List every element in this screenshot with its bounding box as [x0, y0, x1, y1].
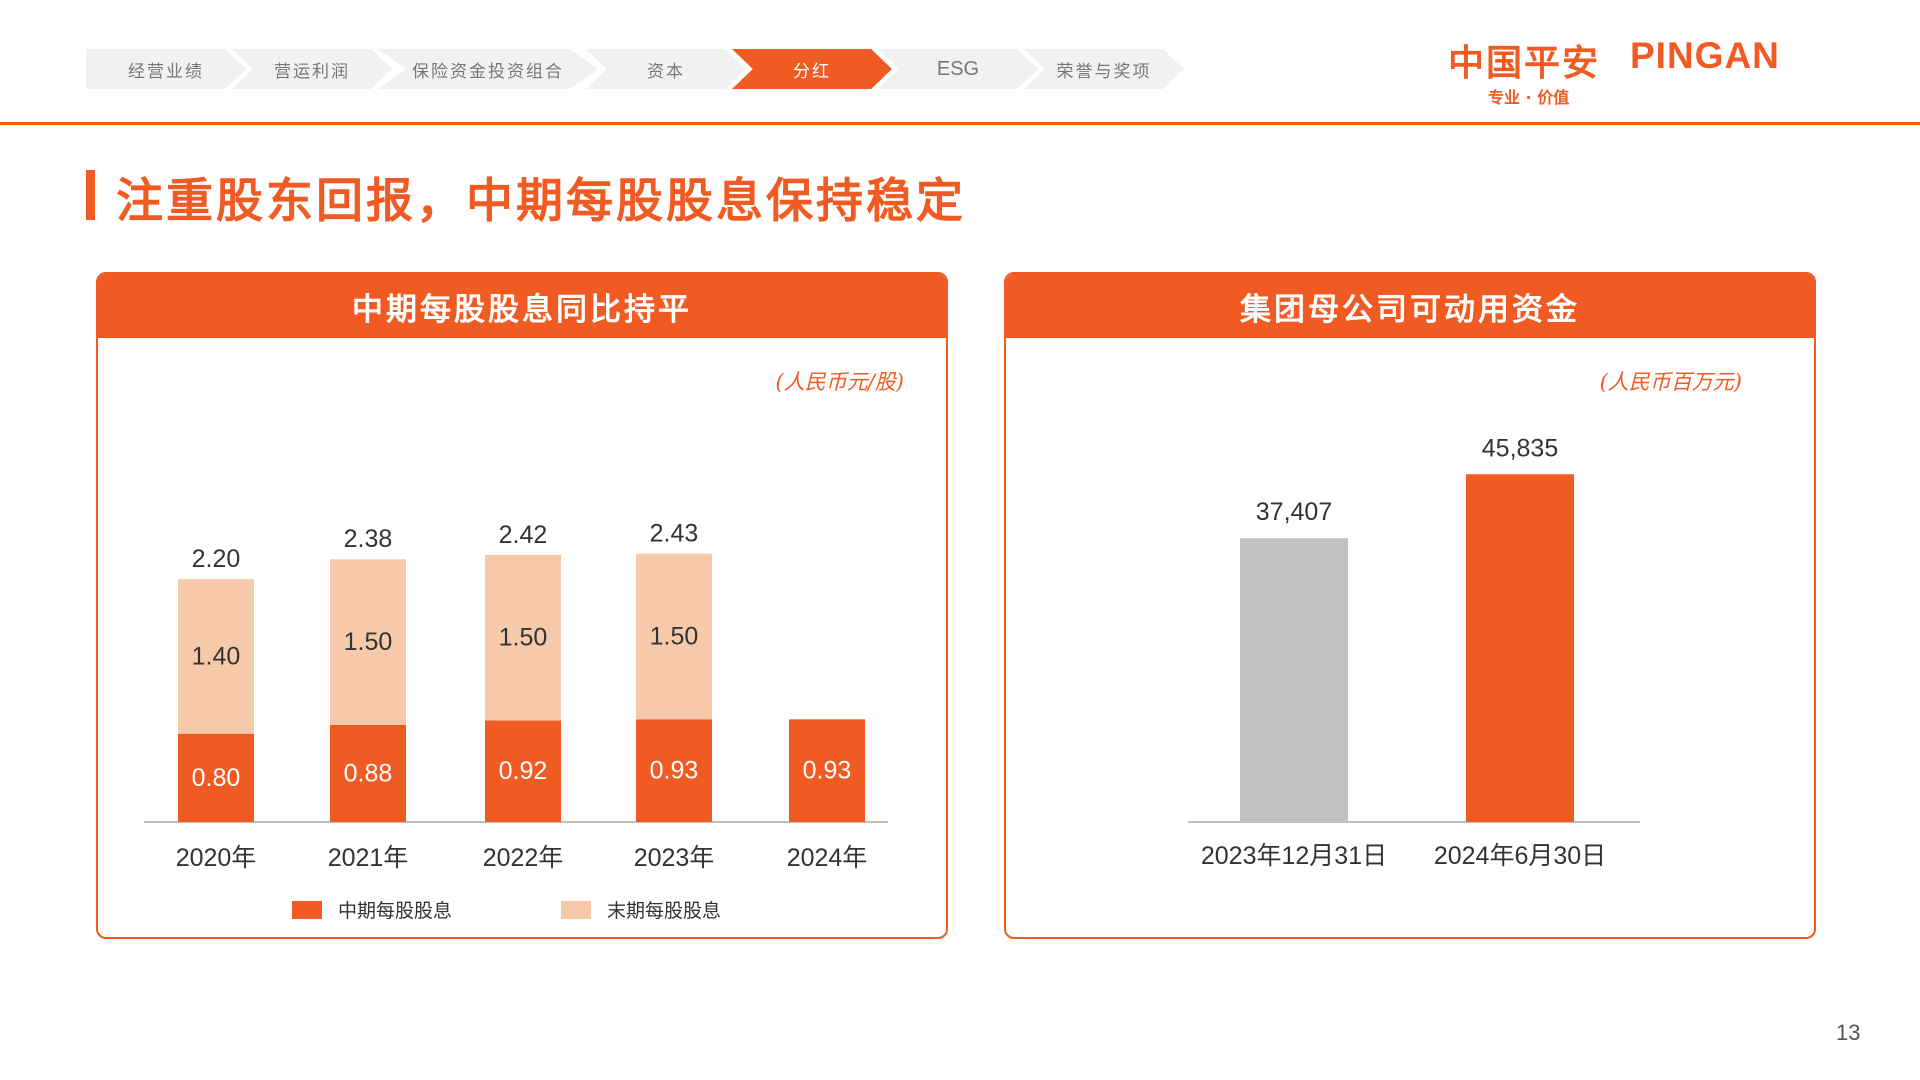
x-tick-label: 2024年6月30日 [1434, 842, 1606, 870]
data-label-interim: 0.80 [192, 764, 241, 792]
x-tick-label: 2024年 [787, 844, 868, 872]
nav-item-awards[interactable]: 荣誉与奖项 [1024, 49, 1184, 89]
bar-funds [1466, 474, 1574, 822]
data-label-funds: 45,835 [1482, 434, 1558, 462]
nav-item-label: 资本 [647, 61, 685, 82]
logo-tagline: 专业 · 价值 [1488, 88, 1570, 107]
legend-interim-label: 中期每股股息 [338, 900, 453, 922]
ping-an-logo: 中国平安 PINGAN 专业 · 价值 [1448, 34, 1818, 110]
dividend-unit-label: (人民币元/股) [775, 370, 904, 394]
x-tick-label: 2022年 [483, 844, 564, 872]
x-tick-label: 2021年 [328, 844, 409, 872]
logo-chinese: 中国平安 [1448, 43, 1601, 84]
nav-item-label: ESG [936, 57, 980, 80]
dividend-panel-title: 中期每股股息同比持平 [98, 274, 946, 338]
dividend-chart: 0.80 1.40 2.20 2020年 0.88 1.50 2.38 2021年 0.92 1.… [144, 520, 888, 872]
data-label-final: 1.50 [650, 623, 699, 651]
legend-interim: 中期每股股息 [292, 896, 452, 923]
data-label-interim: 0.92 [499, 757, 548, 785]
funds-unit-label: (人民币百万元) [1599, 370, 1742, 394]
legend-final-label: 末期每股股息 [607, 900, 722, 922]
dividend-panel: 中期每股股息同比持平 (人民币元/股) 0.80 1.40 2.20 2020年 0.8… [96, 272, 948, 939]
data-label-total: 2.20 [192, 545, 241, 573]
bar-final [485, 554, 561, 721]
bar-final [330, 559, 406, 725]
title-accent-bar [86, 170, 95, 220]
logo-english: PINGAN [1630, 35, 1780, 76]
bar-interim [636, 719, 712, 822]
nav-item-capital[interactable]: 资本 [586, 49, 746, 89]
data-label-interim: 0.93 [803, 757, 852, 785]
data-label-total: 2.38 [344, 525, 393, 553]
data-label-total: 2.42 [499, 521, 548, 549]
data-label-funds: 37,407 [1256, 498, 1332, 526]
x-tick-label: 2023年12月31日 [1201, 842, 1387, 870]
bar-funds [1240, 538, 1348, 822]
data-label-total: 2.43 [650, 520, 699, 548]
bar-interim [789, 719, 865, 822]
nav-item-dividend[interactable]: 分红 [732, 49, 892, 89]
legend-final-swatch [561, 900, 591, 919]
section-nav: 经营业绩 营运利润 保险资金投资组合 资本 分红 ESG 荣誉与奖项 [86, 49, 1206, 89]
page-number: 13 [1836, 1020, 1861, 1045]
data-label-interim: 0.93 [650, 757, 699, 785]
nav-item-operating-profit[interactable]: 营运利润 [232, 49, 392, 89]
bar-final [636, 553, 712, 720]
nav-item-label: 保险资金投资组合 [412, 61, 564, 82]
data-label-final: 1.50 [344, 628, 393, 656]
nav-item-label: 营运利润 [274, 61, 350, 82]
data-label-final: 1.40 [192, 642, 241, 670]
data-label-interim: 0.88 [344, 759, 393, 787]
funds-panel-title: 集团母公司可动用资金 [1006, 274, 1814, 338]
funds-panel: 集团母公司可动用资金 (人民币百万元) 37,407 2023年12月31日 45,… [1004, 272, 1816, 939]
header-divider [0, 122, 1920, 125]
nav-item-esg[interactable]: ESG [878, 49, 1038, 89]
bar-final [178, 579, 254, 734]
bar-interim [330, 724, 406, 822]
data-label-final: 1.50 [499, 624, 548, 652]
nav-item-operating-results[interactable]: 经营业绩 [86, 49, 246, 89]
nav-item-label: 分红 [793, 61, 831, 82]
funds-chart: 37,407 2023年12月31日 45,835 2024年6月30日 [1188, 434, 1640, 870]
nav-item-label: 荣誉与奖项 [1056, 61, 1152, 82]
bar-interim [178, 733, 254, 822]
page-title: 注重股东回报，中期每股股息保持稳定 [116, 174, 966, 229]
legend-interim-swatch [292, 900, 322, 919]
nav-item-investment-portfolio[interactable]: 保险资金投资组合 [378, 49, 598, 89]
legend-final: 末期每股股息 [561, 896, 721, 923]
nav-item-label: 经营业绩 [128, 61, 204, 82]
x-tick-label: 2023年 [634, 844, 715, 872]
bar-interim [485, 720, 561, 822]
x-tick-label: 2020年 [176, 844, 257, 872]
